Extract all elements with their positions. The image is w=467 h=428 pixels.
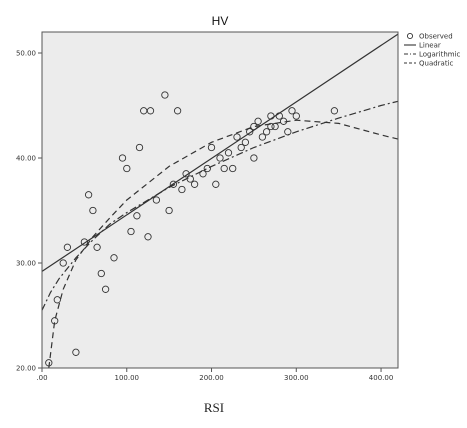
- y-tick-label: 40.00: [16, 155, 36, 163]
- observed-point: [63, 243, 72, 251]
- plot-area: [42, 32, 398, 368]
- y-tick-label: 30.00: [16, 260, 36, 268]
- observed-point: [169, 180, 178, 188]
- observed-point: [229, 164, 237, 173]
- observed-point: [246, 128, 254, 136]
- observed-point: [182, 170, 190, 178]
- observed-point: [118, 154, 127, 162]
- observed-point: [203, 164, 211, 173]
- observed-point: [250, 154, 258, 162]
- legend-label: Quadratic: [419, 60, 454, 68]
- observed-point: [59, 259, 67, 267]
- curve-quadratic: [48, 119, 399, 369]
- observed-point: [93, 243, 101, 251]
- legend-marker-observed: [406, 32, 414, 40]
- observed-point: [190, 180, 199, 188]
- legend-label: Logarithmic: [419, 51, 461, 59]
- observed-point: [284, 128, 292, 136]
- observed-point: [178, 185, 186, 194]
- x-axis-ticks: .00 100.00 200.00 300.00 400.00: [36, 368, 393, 382]
- x-tick-label: 200.00: [199, 374, 224, 382]
- observed-point: [279, 117, 288, 125]
- legend-label: Observed: [419, 33, 453, 41]
- observed-point: [288, 107, 296, 115]
- x-tick-label: 400.00: [369, 374, 394, 382]
- observed-point: [53, 296, 61, 304]
- chart-title: HV: [212, 14, 229, 28]
- observed-point: [267, 122, 275, 131]
- observed-point: [123, 164, 131, 173]
- observed-point: [97, 269, 105, 278]
- observed-point: [127, 227, 135, 236]
- observed-point: [258, 133, 267, 141]
- observed-point: [146, 107, 155, 115]
- observed-point: [216, 154, 224, 162]
- observed-point: [220, 164, 228, 173]
- curve-linear: [41, 33, 399, 272]
- observed-point: [275, 112, 283, 120]
- observed-point: [292, 112, 300, 120]
- observed-point: [165, 206, 173, 215]
- observed-point: [199, 170, 207, 178]
- observed-point: [212, 180, 220, 188]
- y-tick-label: 50.00: [16, 50, 36, 58]
- observed-point: [161, 91, 169, 99]
- curve-logarithmic: [41, 100, 399, 311]
- observed-point: [233, 133, 241, 141]
- observed-point: [133, 212, 141, 220]
- observed-point: [110, 254, 118, 262]
- observed-point: [237, 143, 245, 152]
- observed-point: [173, 107, 182, 115]
- observed-point: [84, 191, 93, 199]
- observed-point: [254, 117, 262, 125]
- observed-point: [271, 122, 279, 131]
- observed-point: [144, 233, 152, 241]
- observed-point: [262, 128, 271, 136]
- x-axis-label: RSI: [204, 400, 224, 415]
- observed-point: [135, 143, 144, 152]
- observed-point: [186, 175, 194, 183]
- observed-point: [330, 107, 339, 115]
- plot-frame: [41, 31, 399, 369]
- observed-point: [89, 206, 97, 215]
- legend-label: Linear: [419, 42, 441, 50]
- observed-point: [241, 138, 250, 146]
- observed-point: [80, 238, 89, 246]
- observed-point: [72, 348, 80, 356]
- x-tick-label: 300.00: [284, 374, 309, 382]
- observed-points: [45, 91, 339, 367]
- observed-point: [51, 317, 59, 325]
- observed-point: [250, 122, 258, 131]
- observed-point: [267, 112, 275, 120]
- observed-point: [224, 149, 233, 157]
- observed-point: [101, 285, 110, 293]
- y-axis-ticks: 20.00 30.00 40.00 50.00: [16, 50, 42, 373]
- observed-point: [207, 143, 216, 152]
- x-tick-label: 100.00: [115, 374, 140, 382]
- fit-curves: [41, 33, 399, 369]
- observed-point: [45, 359, 53, 367]
- y-tick-label: 20.00: [16, 365, 36, 373]
- observed-point: [152, 196, 161, 204]
- x-tick-label: .00: [36, 374, 47, 382]
